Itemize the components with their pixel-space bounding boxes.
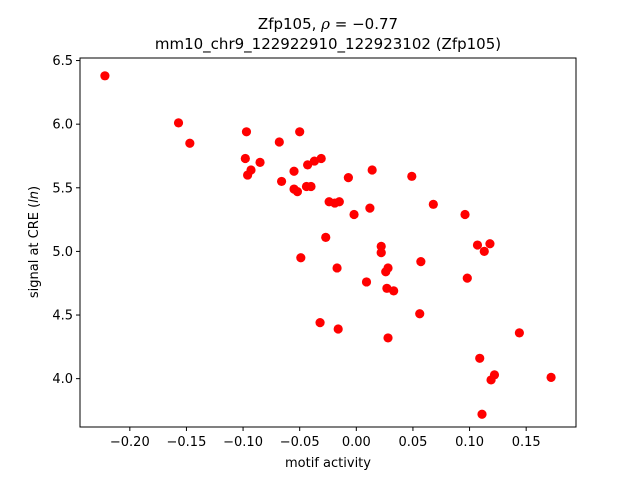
data-point [486, 375, 496, 385]
chart-title-line2: mm10_chr9_122922910_122923102 (Zfp105) [155, 35, 501, 54]
chart-title-line1: Zfp105, ρ = −0.77 [258, 15, 398, 33]
y-tick-label: 4.0 [52, 372, 73, 387]
data-point [462, 273, 472, 283]
data-point [100, 71, 110, 81]
y-axis-label: signal at CRE (ln) [27, 186, 42, 298]
y-tick-label: 5.5 [52, 181, 73, 196]
data-point [349, 209, 359, 220]
data-point [240, 153, 250, 164]
y-tick-label: 5.0 [52, 245, 73, 260]
data-point [361, 277, 372, 287]
data-point [289, 166, 299, 176]
data-point [479, 246, 489, 257]
data-point [255, 157, 265, 167]
data-point [407, 171, 417, 181]
data-point [365, 203, 375, 213]
data-point [276, 176, 287, 187]
data-point [332, 263, 342, 273]
plot-frame [79, 57, 577, 428]
data-point [334, 197, 344, 207]
data-point [173, 118, 184, 128]
x-axis: −0.20 −0.15 −0.10 −0.05 0.00 0.05 0.10 0.15 [110, 427, 541, 450]
data-point [485, 239, 495, 249]
data-point [295, 127, 305, 137]
x-tick-label: 0.10 [455, 435, 484, 450]
data-point [315, 318, 325, 328]
x-tick-label: 0.15 [512, 435, 541, 450]
data-point [292, 187, 303, 197]
data-point [185, 138, 195, 148]
data-point [306, 181, 316, 192]
data-point [477, 409, 487, 419]
data-point [475, 353, 485, 363]
x-tick-label: −0.05 [280, 435, 320, 450]
data-point [274, 137, 284, 147]
x-tick-label: −0.10 [223, 435, 263, 450]
y-tick-label: 4.5 [52, 309, 73, 324]
data-point [376, 241, 386, 251]
data-point [343, 173, 353, 183]
data-point [389, 286, 399, 296]
data-point [333, 324, 343, 334]
data-point [381, 267, 391, 277]
data-point [428, 199, 438, 209]
data-point [321, 232, 331, 243]
data-point [383, 333, 393, 343]
x-tick-label: 0.05 [398, 435, 427, 450]
data-point [376, 248, 386, 258]
data-point [367, 165, 377, 175]
x-axis-label: motif activity [285, 456, 371, 471]
plot-area [100, 71, 556, 419]
data-point [309, 156, 320, 166]
data-point [514, 328, 524, 338]
data-point [546, 372, 556, 382]
data-point [472, 240, 483, 250]
data-point [296, 253, 306, 263]
x-tick-label: −0.20 [110, 435, 150, 450]
data-point [303, 160, 313, 170]
data-point [241, 127, 252, 137]
data-point [460, 209, 470, 220]
data-point [416, 256, 426, 267]
data-point [243, 170, 253, 180]
y-tick-label: 6.0 [52, 118, 73, 133]
x-tick-label: −0.15 [167, 435, 207, 450]
y-axis: 4.0 4.5 5.0 5.5 6.0 6.5 [52, 54, 80, 387]
data-point [415, 309, 425, 319]
y-tick-label: 6.5 [52, 54, 73, 69]
x-tick-label: 0.00 [342, 435, 371, 450]
